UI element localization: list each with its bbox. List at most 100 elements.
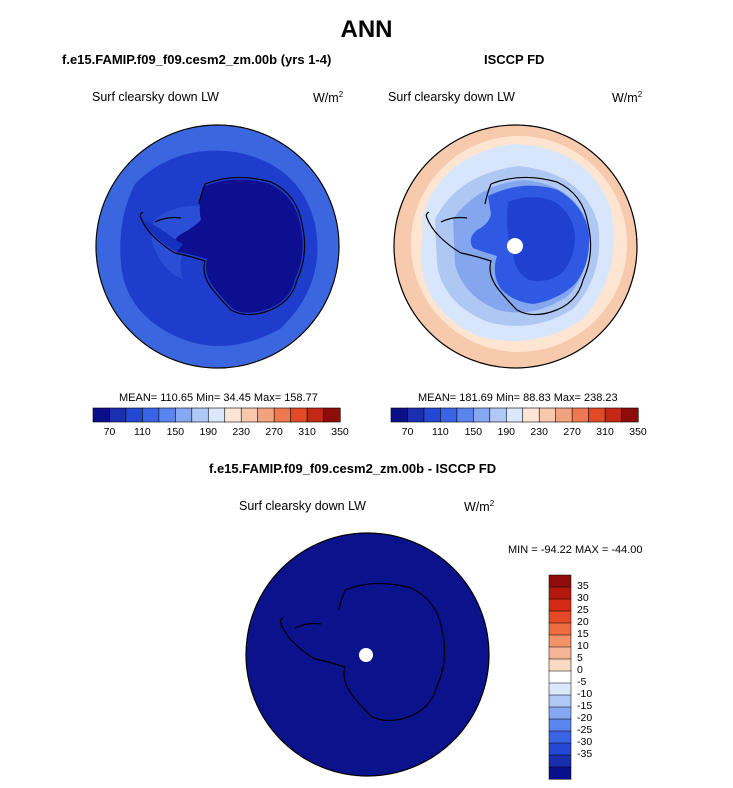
panel-1-peninsula (143, 220, 183, 252)
panel-2-title: ISCCP FD (484, 52, 545, 67)
panel-2-colorbar-box-8 (522, 407, 540, 423)
difference-colorbar-box-6 (548, 646, 572, 660)
panel-2-colorbar-tick-label: 150 (464, 426, 483, 438)
panel-1-title: f.e15.FAMIP.f09_f09.cesm2_zm.00b (yrs 1-… (62, 52, 332, 67)
difference-colorbar-box-9 (548, 682, 572, 696)
difference-colorbar-box-0 (548, 574, 572, 588)
difference-colorbar-tick-label: 0 (577, 664, 583, 676)
difference-polar-map (245, 532, 490, 777)
difference-colorbar-box-5 (548, 634, 572, 648)
panel-2-colorbar-box-3 (440, 407, 458, 423)
difference-colorbar-tick-label: -10 (577, 688, 593, 700)
panel-2-colorbar-box-2 (423, 407, 442, 423)
panel-2-colorbar-box-11 (571, 407, 590, 423)
difference-colorbar-tick-label: 5 (577, 652, 583, 664)
difference-colorbar-box-3 (548, 610, 572, 624)
panel-2-units: W/m2 (612, 90, 643, 106)
difference-colorbar-tick-label: -20 (577, 712, 593, 724)
panel-1-colorbar-tick-label: 70 (103, 426, 116, 438)
panel-2-colorbar-box-7 (505, 407, 524, 423)
difference-coastline (279, 582, 446, 722)
panel-1-colorbar-tick-label: 310 (298, 426, 316, 438)
difference-colorbar-box-13 (548, 730, 572, 744)
panel-2-colorbar-tick-label: 270 (563, 426, 581, 438)
panel-1-colorbar-tick-label: 150 (166, 426, 185, 438)
panel-2-stats: MEAN= 181.69 Min= 88.83 Max= 238.23 (418, 392, 618, 404)
difference-units: W/m2 (464, 499, 495, 515)
panel-1-colorbar-box-4 (158, 407, 176, 423)
difference-title: f.e15.FAMIP.f09_f09.cesm2_zm.00b - ISCCP… (209, 461, 497, 476)
difference-colorbar-tick-label: 30 (577, 592, 589, 604)
panel-1-colorbar-tick-label: 270 (265, 426, 283, 438)
panel-1-colorbar-box-11 (273, 407, 292, 423)
difference-colorbar-box-4 (548, 622, 572, 636)
panel-2-colorbar-box-5 (473, 407, 491, 423)
panel-1-coastline (139, 176, 306, 316)
difference-colorbar-tick-label: -35 (577, 748, 593, 760)
panel-2-colorbar-labels: 70 110 150 190 230 270 310 350 (391, 426, 647, 440)
difference-pole-hole (359, 648, 373, 662)
panel-2-colorbar-box-0 (390, 407, 409, 423)
panel-2-colorbar-box-10 (555, 407, 573, 423)
panel-2-colorbar-box-4 (456, 407, 474, 423)
panel-1-colorbar (92, 407, 341, 423)
difference-colorbar-box-7 (548, 658, 572, 672)
difference-colorbar-tick-label: -5 (577, 676, 587, 688)
figure-title: ANN (340, 16, 393, 43)
panel-1-colorbar-labels: 70 110 150 190 230 270 310 350 (93, 426, 349, 440)
panel-2-colorbar-tick-label: 70 (401, 426, 414, 438)
panel-2-colorbar-tick-label: 230 (530, 426, 548, 438)
panel-1-colorbar-box-1 (109, 407, 127, 423)
difference-colorbar-tick-label: -25 (577, 724, 593, 736)
panel-1-colorbar-box-7 (207, 407, 226, 423)
difference-colorbar-labels: 35 30 25 20 15 10 5 0 -5 -10 -15 -20 -25 -30 -35 (577, 575, 617, 779)
panel-2-pole-hole (507, 238, 523, 254)
panel-1-units: W/m2 (313, 90, 344, 106)
panel-2-polar-map (393, 124, 638, 369)
panel-1-colorbar-box-3 (142, 407, 160, 423)
panel-1-colorbar-tick-label: 110 (134, 426, 151, 438)
difference-colorbar-box-2 (548, 598, 572, 612)
panel-1-variable-label: Surf clearsky down LW (92, 90, 219, 104)
difference-colorbar-tick-label: 15 (577, 628, 589, 640)
difference-colorbar-box-12 (548, 718, 572, 732)
panel-1-polar-map (95, 124, 340, 369)
panel-1-colorbar-box-5 (175, 407, 193, 423)
difference-colorbar-box-15 (548, 754, 572, 768)
panel-1-colorbar-tick-label: 350 (331, 426, 349, 438)
difference-colorbar-tick-label: 10 (577, 640, 589, 652)
difference-colorbar-box-10 (548, 694, 572, 708)
difference-colorbar-tick-label: -30 (577, 736, 593, 748)
panel-1-colorbar-box-13 (306, 407, 325, 423)
panel-2-colorbar-box-6 (489, 407, 507, 423)
difference-colorbar (548, 574, 572, 780)
panel-2-coastline (425, 176, 592, 316)
panel-1-colorbar-tick-label: 230 (232, 426, 250, 438)
difference-colorbar-tick-label: -15 (577, 700, 593, 712)
panel-1-colorbar-box-12 (290, 407, 308, 423)
panel-2-variable-label: Surf clearsky down LW (388, 90, 515, 104)
panel-1-colorbar-box-2 (125, 407, 144, 423)
panel-1-colorbar-box-0 (92, 407, 111, 423)
panel-2-colorbar-tick-label: 190 (497, 426, 516, 438)
difference-colorbar-box-11 (548, 706, 572, 720)
difference-colorbar-tick-label: 25 (577, 604, 589, 616)
panel-2-colorbar-box-13 (604, 407, 623, 423)
difference-colorbar-box-16 (548, 766, 572, 780)
panel-2-colorbar-box-9 (538, 407, 557, 423)
panel-1-antarctica-interior (173, 179, 303, 313)
panel-2-colorbar (390, 407, 639, 423)
difference-colorbar-tick-label: 20 (577, 616, 589, 628)
difference-colorbar-tick-label: 35 (577, 580, 589, 592)
difference-colorbar-box-8 (548, 670, 572, 684)
panel-1-colorbar-box-8 (224, 407, 242, 423)
panel-1-colorbar-box-9 (240, 407, 259, 423)
panel-2-colorbar-box-12 (588, 407, 606, 423)
panel-1-stats: MEAN= 110.65 Min= 34.45 Max= 158.77 (119, 392, 318, 404)
difference-variable-label: Surf clearsky down LW (239, 499, 366, 513)
difference-colorbar-box-14 (548, 742, 572, 756)
panel-2-colorbar-tick-label: 350 (629, 426, 647, 438)
panel-2-darker-blue (507, 197, 575, 282)
panel-1-colorbar-box-10 (257, 407, 275, 423)
panel-1-colorbar-tick-label: 190 (199, 426, 218, 438)
